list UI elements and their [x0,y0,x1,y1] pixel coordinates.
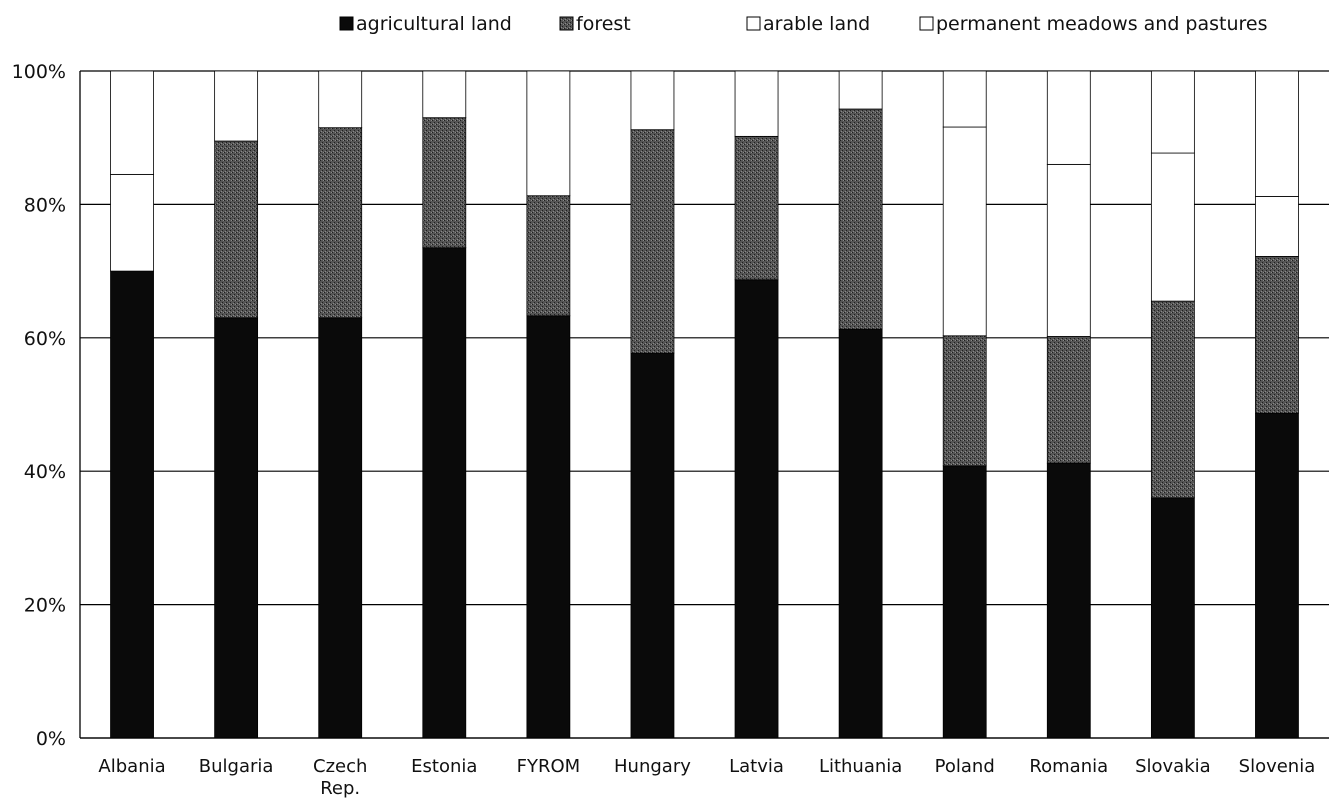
bar-segment [630,70,675,131]
x-tick-label: Hungary [614,756,691,777]
bar-segment [838,108,883,330]
y-tick-label: 60% [24,328,66,350]
legend-item: forest [559,13,631,35]
bar-segment [942,335,987,467]
y-tick-label: 0% [36,728,66,750]
bar-stack [734,70,779,739]
bar-segment [422,117,467,249]
bar-segment [526,70,571,197]
legend-item: agricultural land [339,13,512,35]
bar-segment [1150,152,1195,302]
bar-stack [1255,70,1299,739]
bar-segment [942,465,987,739]
x-tick-label: Albania [98,756,165,777]
x-tick-label: Slovenia [1239,756,1316,777]
bar-segment [1255,195,1299,257]
x-tick-label: Bulgaria [199,756,274,777]
bar-stack [1046,70,1091,739]
bar-segment [526,315,571,739]
bar-segment [734,279,779,739]
legend-swatch [746,16,761,31]
bar-segment [734,70,779,137]
bar-segment [214,140,259,319]
legend-swatch [339,16,354,31]
bar-segment [838,70,883,110]
x-tick-label: Latvia [729,756,784,777]
legend-label: agricultural land [356,13,512,35]
bar-segment [110,70,154,175]
legend-label: permanent meadows and pastures [936,13,1268,35]
bar-segment [318,317,363,739]
bar-stack [214,70,259,739]
bar-segment [1150,300,1195,499]
legend-item: permanent meadows and pastures [919,13,1268,35]
y-tick-label: 20% [24,595,66,617]
bar-segment [422,70,467,119]
bar-stack [942,70,987,739]
bar-segment [942,70,987,128]
bar-segment [1046,462,1091,739]
legend-swatch [559,16,574,31]
bar-segment [422,247,467,739]
bar-segment [630,352,675,739]
bar-stack [526,70,571,739]
bar-stack [630,70,675,739]
bar-segment [1046,70,1091,165]
bar-stack [422,70,467,739]
bar-segment [110,270,154,739]
bar-segment [214,317,259,739]
y-tick-label: 40% [24,461,66,483]
bar-segment [1255,70,1299,197]
bar-segment [1150,497,1195,739]
bar-segment [1255,412,1299,739]
legend-label: arable land [763,13,870,35]
bar-segment [630,129,675,354]
x-tick-label: FYROM [517,756,581,777]
y-tick-label: 80% [24,194,66,216]
bar-segment [838,328,883,739]
x-tick-label: Rep. [320,778,360,799]
bar-segment [734,135,779,281]
bar-segment [318,127,363,319]
legend-swatch [919,16,934,31]
bar-segment [318,70,363,129]
x-tick-label: Czech [313,756,367,777]
bar-segment [526,195,571,317]
bar-stack [1150,70,1195,739]
x-tick-label: Slovakia [1135,756,1211,777]
legend-label: forest [576,13,631,35]
bar-stack [318,70,363,739]
x-tick-label: Romania [1029,756,1108,777]
y-tick-label: 100% [12,61,66,83]
x-tick-label: Poland [935,756,995,777]
bar-stack [110,70,154,739]
bar-segment [1046,336,1091,464]
x-tick-label: Lithuania [819,756,902,777]
legend-item: arable land [746,13,870,35]
bar-segment [1255,256,1299,414]
bar-segment [1046,163,1091,337]
bar-segment [214,70,259,142]
x-tick-label: Estonia [411,756,477,777]
bar-segment [942,126,987,337]
bar-stack [838,70,883,739]
bar-segment [110,173,154,272]
bar-segment [1150,70,1195,154]
